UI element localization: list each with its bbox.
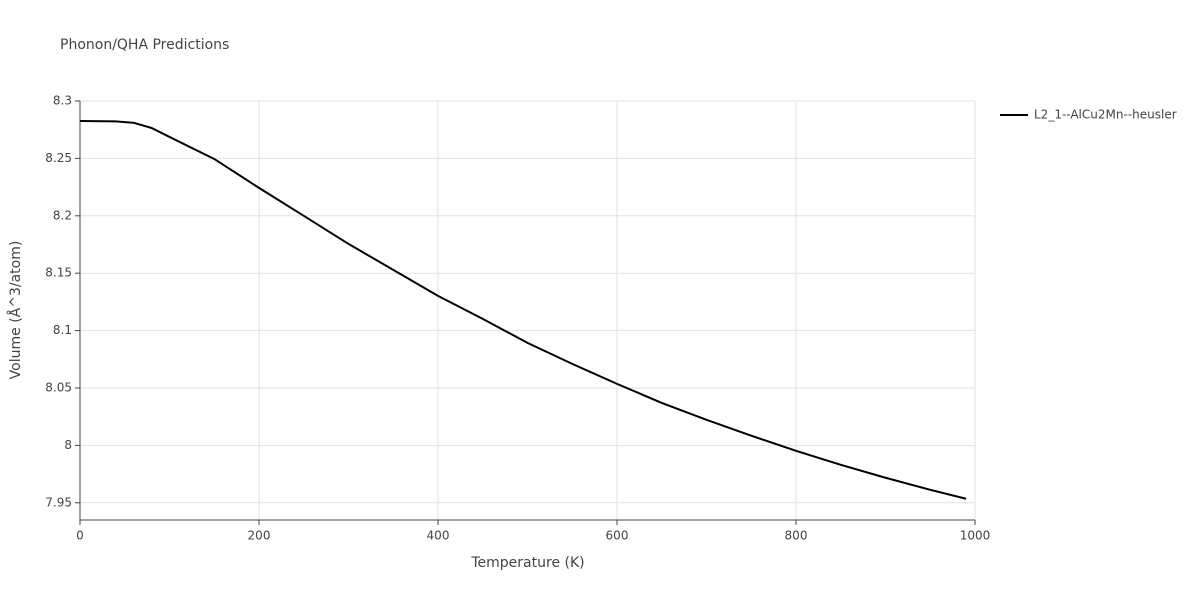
x-tick-label: 0 xyxy=(76,529,84,543)
legend-label: L2_1--AlCu2Mn--heusler xyxy=(1034,108,1177,122)
x-tick-label: 1000 xyxy=(960,529,991,543)
data-line xyxy=(79,119,967,500)
x-tick-label: 400 xyxy=(427,529,450,543)
x-tick-label: 600 xyxy=(606,529,629,543)
y-tick-label: 8 xyxy=(64,438,72,452)
x-tick-label: 200 xyxy=(248,529,271,543)
y-tick-label: 8.2 xyxy=(53,208,72,222)
x-tick-label: 800 xyxy=(785,529,808,543)
y-tick-label: 7.95 xyxy=(45,495,72,509)
y-tick-label: 8.15 xyxy=(45,266,72,280)
x-axis-label: Temperature (K) xyxy=(470,555,584,571)
y-tick-label: 8.05 xyxy=(45,380,72,394)
y-tick-label: 8.3 xyxy=(53,94,72,108)
chart-title: Phonon/QHA Predictions xyxy=(60,37,229,53)
y-axis-label: Volume (Å^3/atom) xyxy=(7,241,24,380)
y-tick-label: 8.1 xyxy=(53,323,72,337)
y-tick-label: 8.25 xyxy=(45,151,72,165)
